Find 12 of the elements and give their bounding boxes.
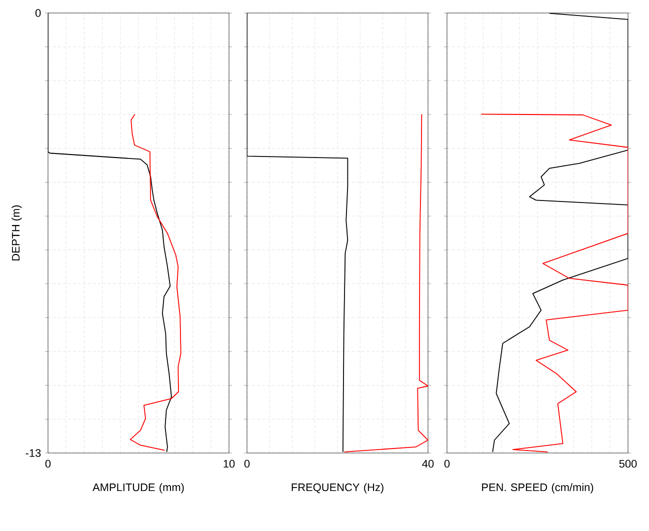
x-axis-title: AMPLITUDE (mm) bbox=[92, 483, 184, 494]
x-axis-title: PEN. SPEED (cm/min) bbox=[482, 483, 594, 494]
line-series bbox=[130, 114, 182, 451]
x-tick-label: 40 bbox=[422, 460, 434, 468]
y-axis-title: DEPTH (m) bbox=[12, 205, 22, 260]
x-tick-label: 0 bbox=[444, 460, 450, 468]
y-tick-label: -13 bbox=[26, 449, 41, 457]
x-tick-label: 10 bbox=[224, 460, 235, 468]
x-axis-title: FREQUENCY (Hz) bbox=[292, 483, 384, 494]
x-tick-label: 0 bbox=[45, 460, 51, 468]
x-tick-label: 0 bbox=[244, 460, 250, 468]
x-tick-label: 500 bbox=[619, 460, 637, 468]
